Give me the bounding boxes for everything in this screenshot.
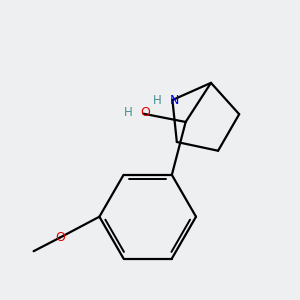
Text: N: N [170,94,179,106]
Text: H: H [124,106,133,119]
Text: O: O [140,106,150,119]
Text: O: O [55,231,65,244]
Text: H: H [153,94,162,106]
